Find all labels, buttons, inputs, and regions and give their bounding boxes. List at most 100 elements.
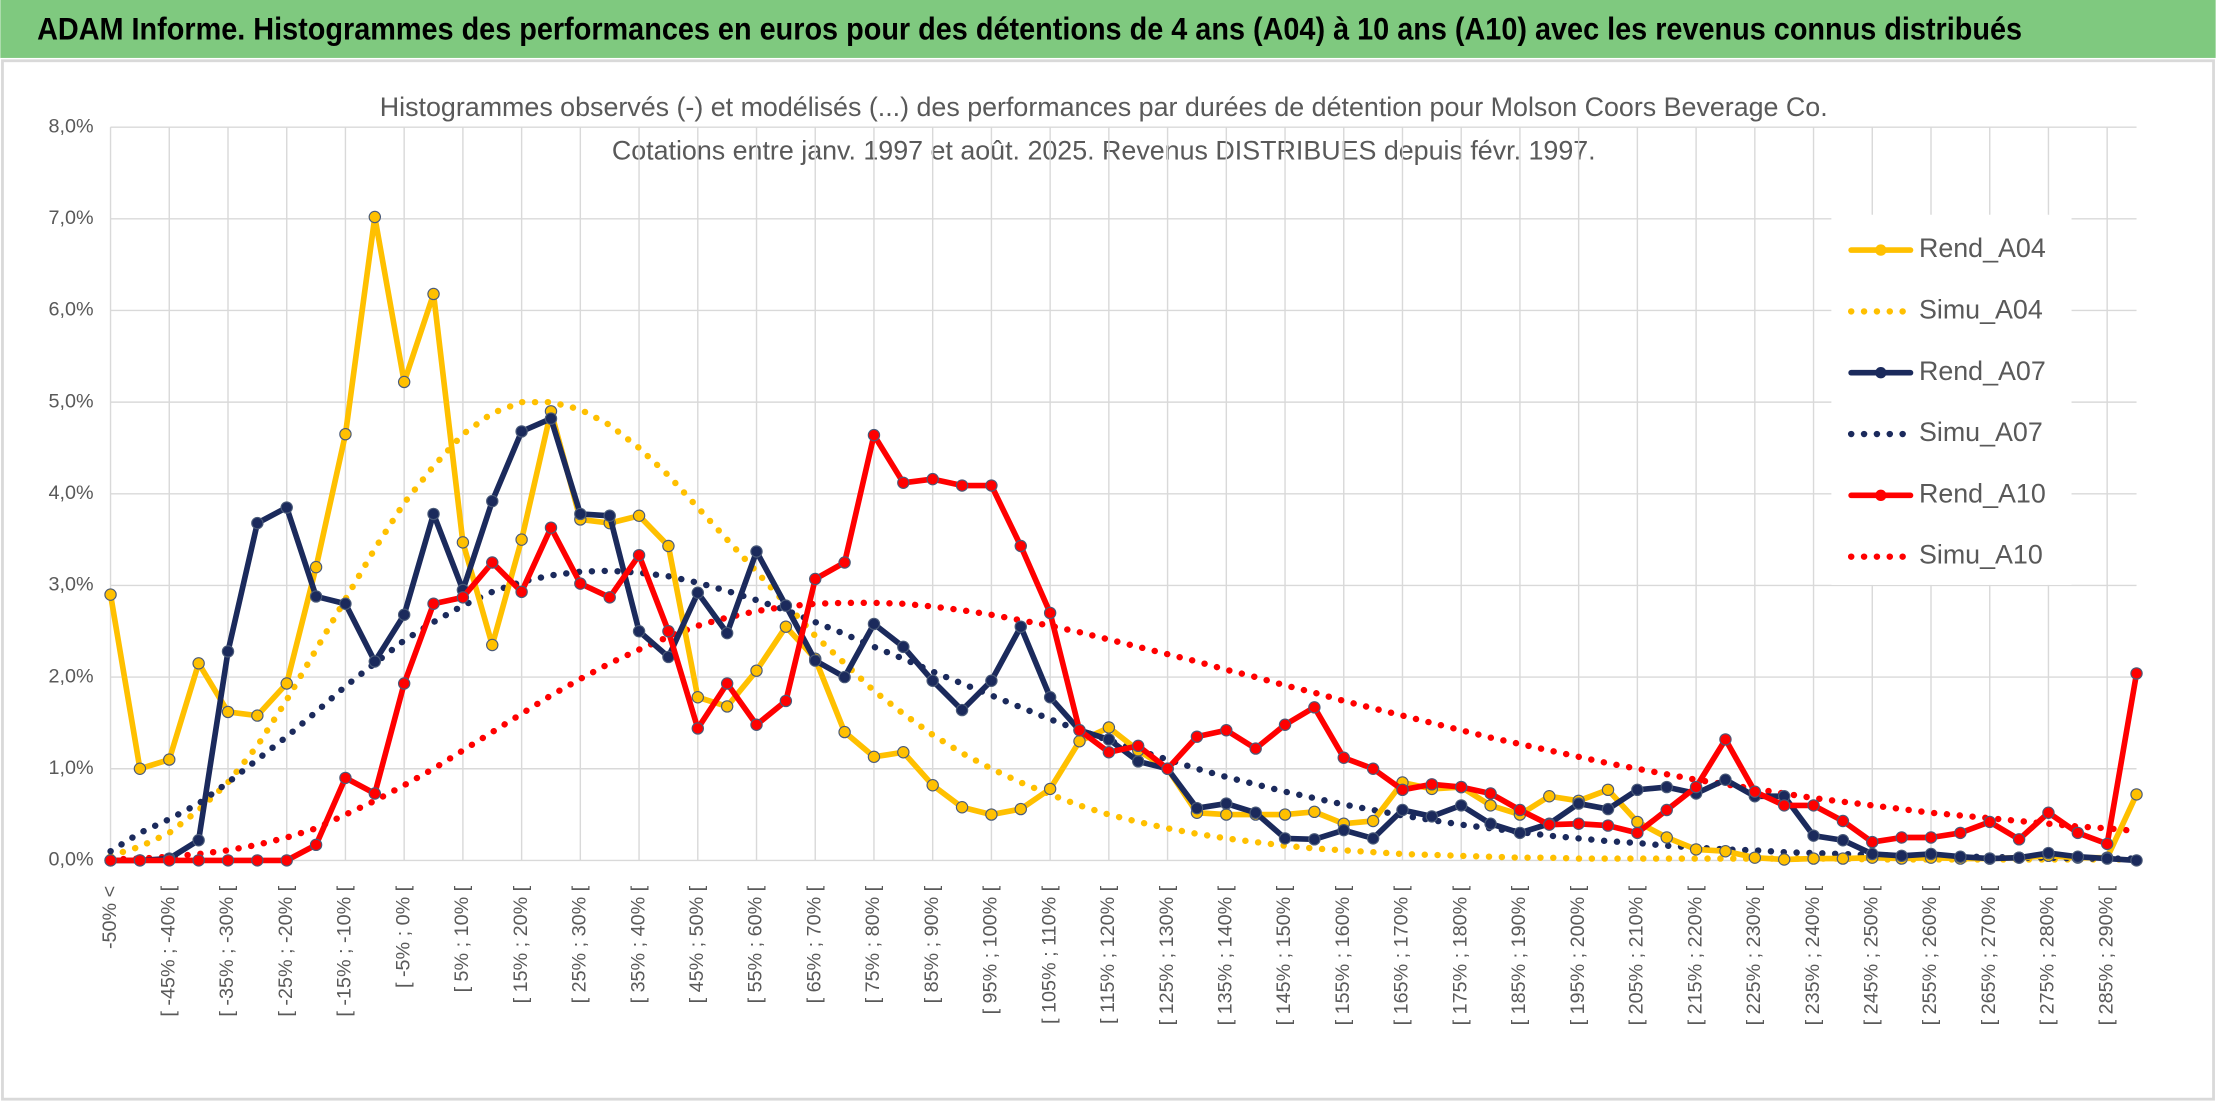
x-tick-label: [ 175% ; 180% [ <box>1449 885 1471 1025</box>
data-point <box>1954 826 1967 840</box>
data-point <box>2071 826 2085 840</box>
data-point <box>1954 850 1967 863</box>
data-point <box>1572 797 1585 810</box>
data-point <box>339 427 352 441</box>
data-point <box>1807 799 1820 812</box>
data-point <box>750 718 763 731</box>
data-point <box>456 591 470 604</box>
data-point <box>955 801 969 814</box>
data-point <box>1983 852 1996 865</box>
x-tick-label: [ 185% ; 190% [ <box>1508 885 1530 1025</box>
data-point <box>955 703 969 717</box>
data-point <box>368 210 382 224</box>
data-point <box>1484 817 1497 830</box>
data-point <box>251 709 264 722</box>
x-tick-label: [ 205% ; 210% [ <box>1626 885 1648 1025</box>
x-tick-label: [ 115% ; 120% [ <box>1097 885 1119 1024</box>
series-line <box>107 432 2140 864</box>
data-point <box>2042 806 2055 819</box>
data-point <box>897 746 910 759</box>
data-point <box>1866 835 1879 849</box>
data-point <box>1836 852 1850 865</box>
data-point <box>691 691 705 704</box>
data-point <box>1631 826 1644 840</box>
data-point <box>926 472 939 486</box>
data-point <box>1161 762 1174 775</box>
data-point <box>779 620 793 633</box>
data-point <box>1308 833 1321 846</box>
data-point <box>104 854 117 867</box>
x-tick-label: [ 275% ; 280% [ <box>2037 885 2059 1025</box>
data-point <box>1454 799 1468 812</box>
series-line <box>107 599 2140 863</box>
data-point <box>1308 805 1321 819</box>
data-point <box>720 700 734 713</box>
data-point <box>368 787 382 800</box>
x-tick-label: [ -35% ; -30% [ <box>216 885 238 1016</box>
data-point <box>1014 620 1027 633</box>
data-point <box>574 577 587 590</box>
x-tick-label: [ 55% ; 60% [ <box>745 885 767 1003</box>
data-point <box>1132 755 1145 768</box>
data-point <box>1190 801 1204 815</box>
data-point <box>1689 780 1703 794</box>
data-point <box>1601 802 1615 816</box>
x-tick-label: [ -5% ; 0% [ <box>392 885 414 988</box>
data-point <box>1836 834 1850 847</box>
data-point <box>2100 837 2114 851</box>
data-point <box>1748 851 1762 864</box>
data-point <box>2012 833 2026 846</box>
data-point <box>1014 539 1027 553</box>
data-point <box>1102 733 1116 746</box>
data-point <box>1689 843 1703 856</box>
x-tick-label: [ 15% ; 20% [ <box>510 885 532 1003</box>
data-point <box>779 694 793 708</box>
data-point <box>1513 803 1527 817</box>
data-point <box>1631 815 1644 829</box>
data-point <box>1777 853 1791 866</box>
data-point <box>515 533 528 546</box>
data-point <box>221 705 235 719</box>
y-tick-label: 5,0% <box>49 390 94 412</box>
data-point <box>1484 787 1497 800</box>
data-point <box>603 591 616 604</box>
data-point <box>1132 739 1145 753</box>
data-point <box>926 779 939 792</box>
data-point <box>632 625 646 638</box>
data-point <box>691 722 705 735</box>
data-point <box>1924 847 1938 861</box>
data-point <box>544 521 558 534</box>
x-tick-label: [ 285% ; 290% [ <box>2095 885 2117 1025</box>
x-tick-label: [ -15% ; -10% [ <box>334 885 356 1016</box>
data-point <box>1366 814 1380 828</box>
data-point <box>985 808 998 821</box>
data-point <box>192 657 205 670</box>
data-point <box>2130 788 2143 801</box>
data-point <box>133 762 147 775</box>
data-point <box>632 509 646 522</box>
data-point <box>1073 735 1086 748</box>
data-point <box>486 638 499 652</box>
data-point <box>838 670 851 684</box>
header-title: ADAM Informe. Histogrammes des performan… <box>37 11 2022 46</box>
data-point <box>2071 850 2085 863</box>
data-point <box>897 476 910 489</box>
data-point <box>1807 829 1820 842</box>
legend-marker <box>1875 367 1887 379</box>
data-point <box>720 626 734 640</box>
x-tick-label: [ 155% ; 160% [ <box>1332 885 1354 1025</box>
series-line <box>107 567 2140 862</box>
data-point <box>280 854 293 867</box>
data-point <box>603 509 616 522</box>
data-point <box>251 854 264 867</box>
data-point <box>1102 746 1116 759</box>
data-point <box>1836 814 1850 828</box>
data-point <box>1249 806 1262 819</box>
data-point <box>1572 817 1585 830</box>
data-point <box>1543 790 1556 803</box>
data-point <box>1660 803 1673 817</box>
chart-title: Histogrammes observés (-) et modélisés (… <box>380 92 1828 122</box>
header-band <box>0 0 2216 58</box>
data-point <box>221 645 235 658</box>
x-tick-label: [ 215% ; 220% [ <box>1684 885 1706 1025</box>
